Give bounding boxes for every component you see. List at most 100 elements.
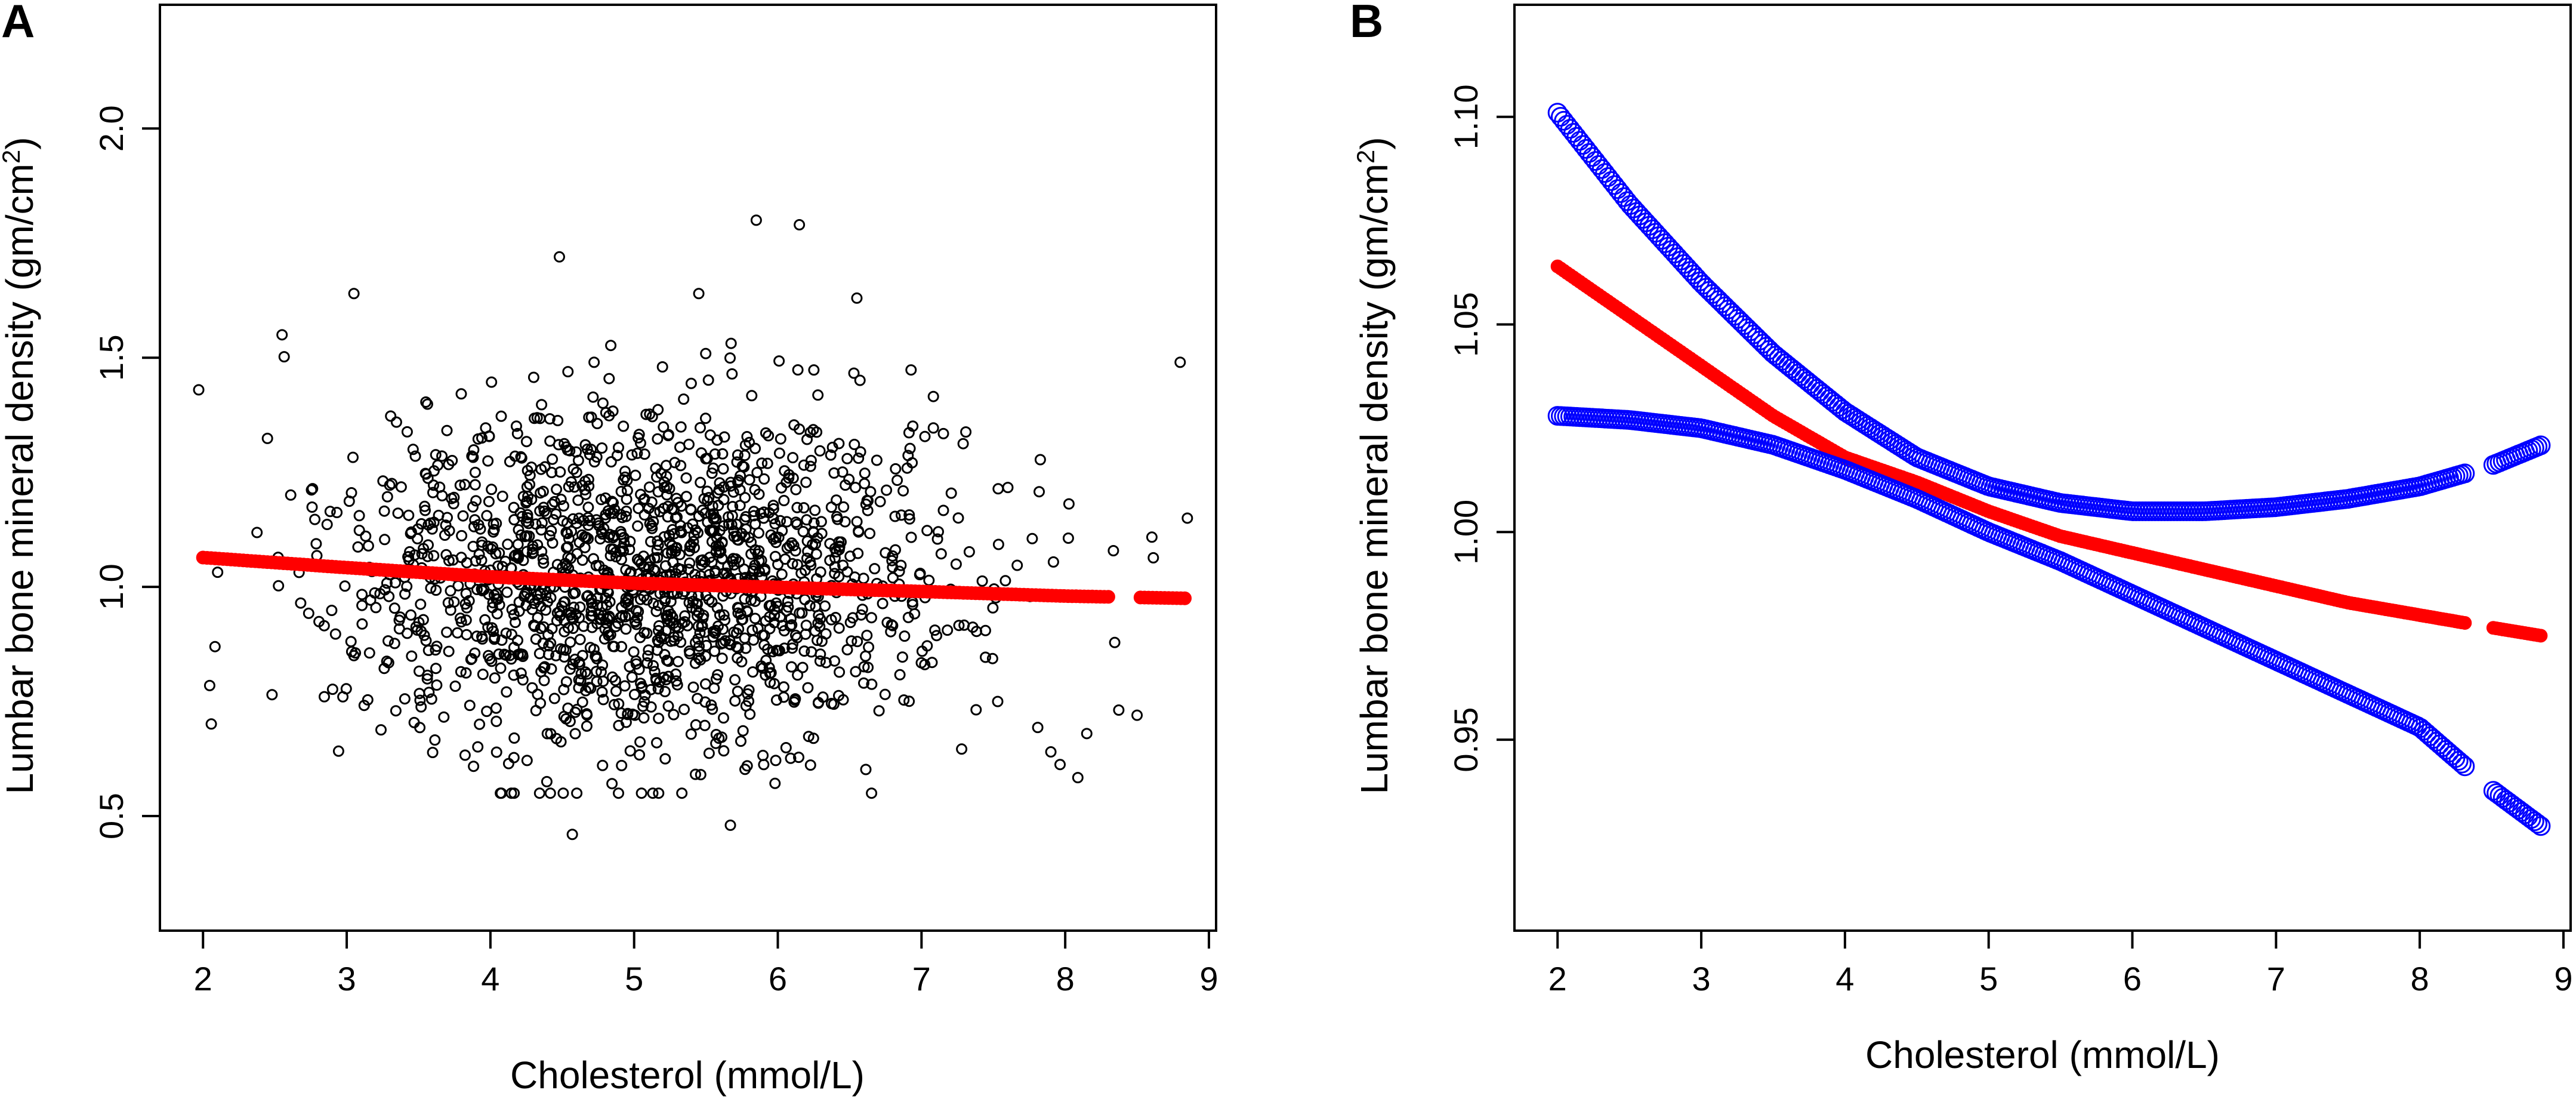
scatter-point <box>704 429 716 441</box>
scatter-point <box>212 567 224 578</box>
scatter-point <box>309 513 321 525</box>
scatter-point <box>787 452 799 464</box>
scatter-point <box>728 626 740 638</box>
scatter-point <box>763 430 775 442</box>
scatter-point <box>807 732 819 744</box>
scatter-point <box>683 645 695 657</box>
scatter-point <box>841 566 853 578</box>
scatter-point <box>841 452 853 464</box>
scatter-point <box>395 481 407 493</box>
scatter-point <box>690 719 702 731</box>
scatter-point <box>749 518 761 530</box>
scatter-point <box>903 695 915 707</box>
scatter-point <box>856 604 868 615</box>
scatter-point <box>622 595 634 607</box>
scatter-point <box>579 531 591 543</box>
scatter-point <box>708 508 719 520</box>
scatter-point <box>759 563 771 575</box>
scatter-point <box>326 684 338 695</box>
scatter-point-outlier <box>553 251 565 263</box>
scatter-point <box>541 728 553 740</box>
scatter-point <box>697 612 709 624</box>
scatter-point <box>363 647 375 659</box>
scatter-point <box>541 775 553 787</box>
scatter-point <box>378 663 390 675</box>
scatter-point <box>436 490 448 501</box>
scatter-point <box>597 397 609 409</box>
scatter-point <box>689 542 700 553</box>
scatter-point <box>506 604 518 615</box>
scatter-point <box>557 787 569 799</box>
scatter-point <box>610 551 622 563</box>
scatter-point <box>583 411 595 423</box>
scatter-point <box>469 466 481 478</box>
scatter-point <box>711 602 723 614</box>
fit-point <box>1178 591 1192 605</box>
scatter-point <box>609 675 621 687</box>
scatter-point <box>581 709 593 721</box>
scatter-point <box>812 389 824 401</box>
scatter-point <box>732 449 744 461</box>
scatter-point <box>717 463 729 475</box>
scatter-point <box>703 747 715 759</box>
scatter-point <box>442 597 454 609</box>
scatter-point <box>471 584 483 595</box>
scatter-point <box>765 667 777 679</box>
scatter-point <box>738 564 750 575</box>
scatter-point <box>469 479 481 491</box>
scatter-point <box>524 479 536 490</box>
scatter-point <box>837 466 849 478</box>
scatter-point <box>866 612 877 624</box>
scatter-point <box>874 495 886 507</box>
scatter-point <box>881 617 893 629</box>
scatter-point <box>515 667 527 679</box>
scatter-point <box>652 683 664 695</box>
scatter-point <box>681 620 693 632</box>
scatter-point <box>508 501 520 513</box>
scatter-point <box>791 501 803 513</box>
scatter-point <box>544 530 556 541</box>
scatter-point <box>353 525 365 536</box>
series-point-upper-95-ci <box>2455 463 2475 484</box>
scatter-point <box>852 636 863 648</box>
scatter-point <box>647 660 659 672</box>
scatter-point <box>382 635 394 647</box>
scatter-point <box>205 718 217 730</box>
scatter-point <box>753 488 765 500</box>
scatter-point <box>732 685 744 697</box>
scatter-point <box>605 543 617 555</box>
scatter-point <box>637 700 649 712</box>
scatter-point <box>829 612 841 623</box>
scatter-point <box>642 650 654 662</box>
scatter-point <box>421 669 433 681</box>
scatter-point <box>895 559 907 571</box>
scatter-point <box>819 600 831 612</box>
scatter-point <box>613 698 625 710</box>
scatter-point <box>638 509 650 521</box>
scatter-point <box>591 592 603 604</box>
scatter-point <box>616 759 628 771</box>
scatter-point <box>952 512 964 524</box>
scatter-point <box>569 706 581 718</box>
scatter-point <box>804 460 816 472</box>
scatter-point <box>285 489 297 501</box>
scatter-point-outlier <box>348 288 360 300</box>
scatter-point <box>877 598 889 609</box>
scatter-point <box>744 474 755 486</box>
scatter-point <box>603 531 615 543</box>
scatter-point <box>1047 556 1059 568</box>
scatter-point <box>851 516 863 528</box>
scatter-point <box>561 542 572 554</box>
scatter-point <box>603 373 615 384</box>
scatter-point <box>411 624 423 636</box>
panel-b-x-tick-label: 6 <box>2123 960 2142 998</box>
scatter-point <box>644 518 656 530</box>
scatter-point <box>696 559 708 571</box>
scatter-point <box>445 585 456 597</box>
scatter-point <box>613 442 624 454</box>
scatter-point <box>580 685 592 697</box>
scatter-point <box>655 632 667 644</box>
scatter-point <box>401 580 413 592</box>
scatter-point <box>1034 486 1045 498</box>
scatter-point <box>784 620 796 632</box>
